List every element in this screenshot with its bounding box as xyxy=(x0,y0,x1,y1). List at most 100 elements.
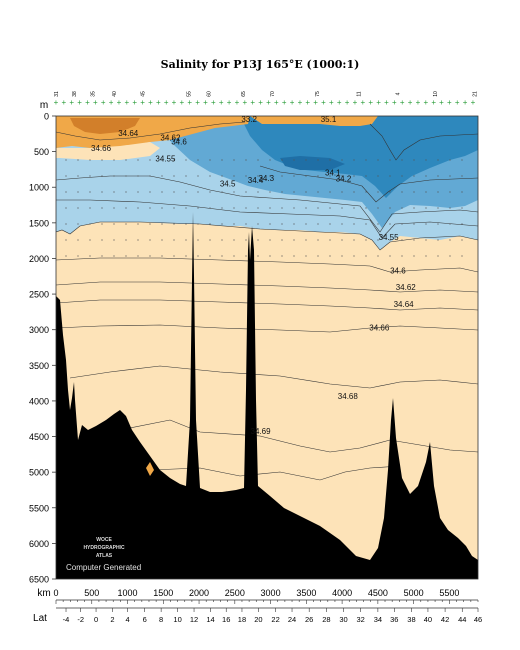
sample-dot xyxy=(317,191,319,193)
lat-tick-label: 16 xyxy=(222,615,230,624)
sample-dot xyxy=(137,175,139,177)
station-marker: + xyxy=(62,98,67,107)
sample-dot xyxy=(413,239,415,241)
sample-dot xyxy=(221,175,223,177)
sample-dot xyxy=(257,255,259,257)
station-label: 4 xyxy=(395,92,401,95)
lat-axis: -4 -2 0 2 4 6 8 10 12 14 16 18 20 22 24 26 28 30 32 34 36 38 4… xyxy=(56,607,482,624)
sample-dot xyxy=(377,207,379,209)
lat-tick-label: 26 xyxy=(305,615,313,624)
km-tick-label: 5000 xyxy=(404,588,424,598)
sample-dots xyxy=(65,159,463,257)
sample-dot xyxy=(461,175,463,177)
y-tick-label: 3000 xyxy=(29,325,49,335)
lat-tick-label: 32 xyxy=(357,615,365,624)
contour-line xyxy=(56,257,478,273)
sample-dot xyxy=(161,255,163,257)
sample-dot xyxy=(329,207,331,209)
sample-dot xyxy=(65,207,67,209)
sample-dot xyxy=(113,159,115,161)
contour-label: 34.4 xyxy=(248,176,264,185)
sample-dot xyxy=(425,191,427,193)
sample-dot xyxy=(149,239,151,241)
sample-dot xyxy=(149,223,151,225)
sample-dot xyxy=(341,175,343,177)
station-marker: + xyxy=(180,98,185,107)
sample-dot xyxy=(245,159,247,161)
station-marker: + xyxy=(463,98,468,107)
y-tick-label: 3500 xyxy=(29,361,49,371)
sample-dot xyxy=(125,207,127,209)
sample-dot xyxy=(317,175,319,177)
contour-label: 34.5 xyxy=(220,180,236,189)
sample-dot xyxy=(65,223,67,225)
sample-dot xyxy=(77,175,79,177)
sample-dot xyxy=(77,255,79,257)
station-marker: + xyxy=(416,98,421,107)
sample-dot xyxy=(425,175,427,177)
station-label: 65 xyxy=(241,91,247,97)
sample-dot xyxy=(221,255,223,257)
station-marker: + xyxy=(392,98,397,107)
contour-label: 34.64 xyxy=(394,300,415,309)
sample-dot xyxy=(89,191,91,193)
km-tick-label: 5500 xyxy=(439,588,459,598)
sample-dot xyxy=(209,255,211,257)
sample-dot xyxy=(209,207,211,209)
contour-line xyxy=(56,121,246,141)
station-label: 10 xyxy=(433,91,439,97)
sample-dot xyxy=(353,255,355,257)
station-marker: + xyxy=(227,98,232,107)
sample-dot xyxy=(281,207,283,209)
km-axis: 0 500 1000 1500 2000 2500 3000 3500 4000 4500 5000… xyxy=(53,588,479,604)
sample-dot xyxy=(365,223,367,225)
sample-dot xyxy=(65,239,67,241)
sample-dot xyxy=(185,191,187,193)
station-label: 31 xyxy=(54,91,60,97)
station-marker: + xyxy=(54,98,59,107)
sample-dot xyxy=(101,239,103,241)
sample-dot xyxy=(281,223,283,225)
sample-dot xyxy=(329,255,331,257)
contour-label: 34.2 xyxy=(336,175,352,184)
station-marker: + xyxy=(85,98,90,107)
sample-dot xyxy=(317,255,319,257)
sample-dot xyxy=(77,159,79,161)
sample-dot xyxy=(125,223,127,225)
station-marker: + xyxy=(337,98,342,107)
station-label: 35 xyxy=(91,91,97,97)
sample-dot xyxy=(233,175,235,177)
sample-dot xyxy=(293,223,295,225)
sample-dot xyxy=(269,175,271,177)
sample-dot xyxy=(305,223,307,225)
sample-dot xyxy=(413,207,415,209)
station-marker: + xyxy=(290,98,295,107)
sample-dot xyxy=(461,239,463,241)
sample-dot xyxy=(113,223,115,225)
sample-dot xyxy=(401,159,403,161)
sample-dot xyxy=(317,239,319,241)
sample-dot xyxy=(209,159,211,161)
sample-dot xyxy=(281,255,283,257)
station-label: 40 xyxy=(112,91,118,97)
sample-dot xyxy=(101,207,103,209)
sample-dot xyxy=(257,191,259,193)
contour-label: 34.55 xyxy=(155,155,176,164)
lat-tick-label: -4 xyxy=(63,615,70,624)
contour-label: 34.69 xyxy=(251,427,272,436)
sample-dot xyxy=(233,239,235,241)
sample-dot xyxy=(377,239,379,241)
sample-dot xyxy=(305,255,307,257)
station-marker: + xyxy=(471,98,476,107)
sample-dot xyxy=(161,223,163,225)
sample-dot xyxy=(197,191,199,193)
km-tick-label: 500 xyxy=(84,588,99,598)
sample-dot xyxy=(89,239,91,241)
sample-dot xyxy=(125,239,127,241)
sample-dot xyxy=(305,207,307,209)
sample-dot xyxy=(293,255,295,257)
sample-dot xyxy=(413,191,415,193)
sample-dot xyxy=(257,175,259,177)
sample-dot xyxy=(137,223,139,225)
